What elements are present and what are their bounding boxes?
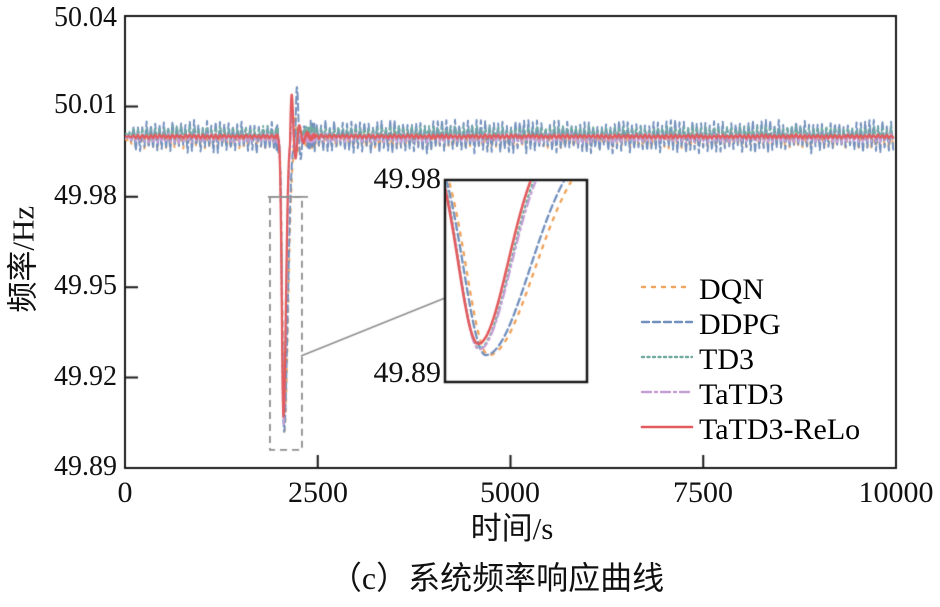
inset-tick-49.89: 49.89 xyxy=(373,356,442,389)
inset-tick-49.98: 49.98 xyxy=(373,162,442,195)
y-tick-49.95: 49.95 xyxy=(54,270,117,301)
legend-label-ddpg: DDPG xyxy=(699,308,781,341)
legend-label-tatd3-relo: TaTD3-ReLo xyxy=(699,413,861,446)
legend-sample-tatd3-line xyxy=(640,390,694,394)
legend-sample-ddpg-line xyxy=(640,320,694,324)
y-tick-49.92: 49.92 xyxy=(54,361,117,392)
x-axis-title: 时间/s xyxy=(470,511,554,546)
x-tick-7500: 7500 xyxy=(673,476,733,509)
x-tick-5000: 5000 xyxy=(480,476,540,509)
legend-sample-tatd3-relo-line xyxy=(640,425,694,429)
legend-label-dqn: DQN xyxy=(699,273,764,306)
figure-caption: （c）系统频率响应曲线 xyxy=(329,560,665,596)
x-tick-0: 0 xyxy=(117,476,133,509)
legend-sample-dqn-line xyxy=(640,285,694,289)
x-tick-2500: 2500 xyxy=(288,476,348,509)
y-axis-title: 频率/Hz xyxy=(5,205,41,313)
y-tick-49.89: 49.89 xyxy=(54,451,117,482)
y-tick-50.01: 50.01 xyxy=(54,89,117,120)
y-tick-50.04: 50.04 xyxy=(54,2,117,33)
legend-label-tatd3: TaTD3 xyxy=(699,378,784,411)
legend-label-td3: TD3 xyxy=(699,343,754,376)
x-tick-10000: 10000 xyxy=(858,476,934,509)
legend-sample-td3-line xyxy=(640,355,694,359)
y-tick-49.98: 49.98 xyxy=(54,180,117,211)
